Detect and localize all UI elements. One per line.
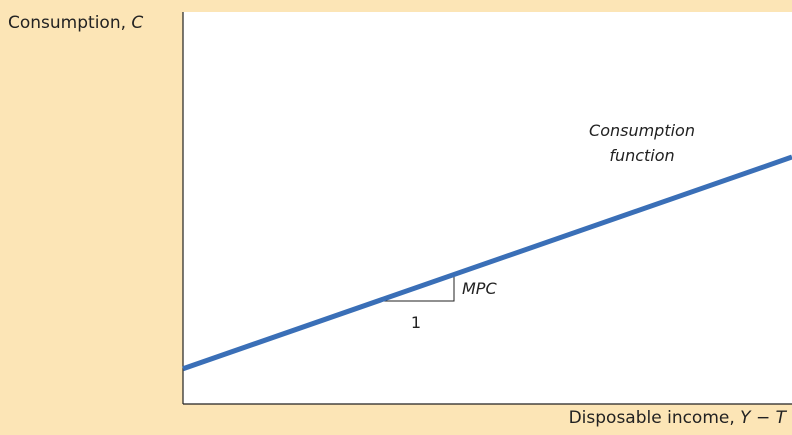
plot-area xyxy=(183,12,792,404)
mpc-label: MPC xyxy=(462,279,497,298)
run-label: 1 xyxy=(411,313,421,332)
curve-label-line-2: function xyxy=(609,146,674,165)
consumption-function-line xyxy=(182,154,792,372)
slope-triangle xyxy=(377,274,455,302)
x-axis-label: Disposable income, Y − T xyxy=(568,408,786,428)
y-axis-label: Consumption, C xyxy=(8,13,144,33)
curve-label-line-1: Consumption xyxy=(589,121,695,140)
